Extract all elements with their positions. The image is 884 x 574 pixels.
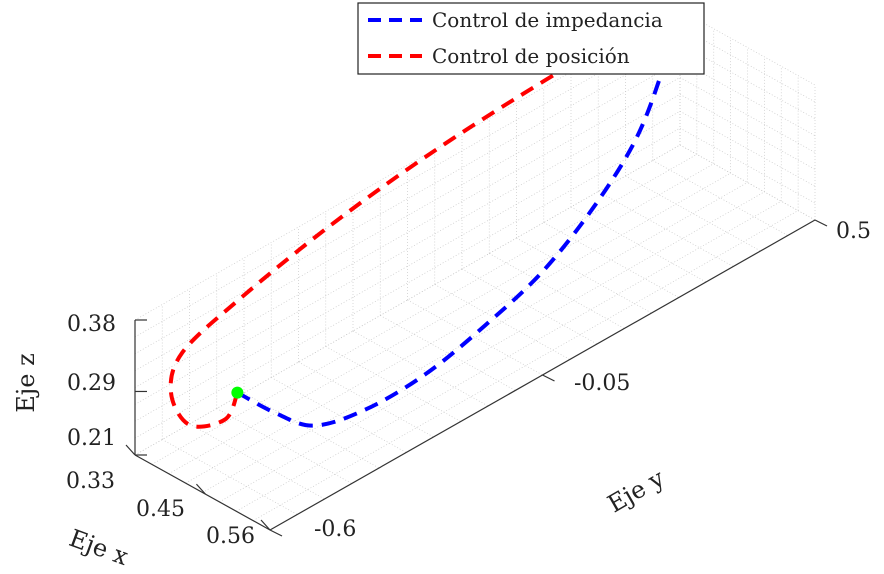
x-tick-label: 0.56 bbox=[206, 524, 255, 549]
y-tick-label: 0.5 bbox=[836, 219, 871, 244]
gridline bbox=[134, 110, 681, 422]
z-axis-label: Eje z bbox=[12, 353, 40, 412]
gridline bbox=[216, 408, 352, 484]
gridline bbox=[219, 191, 765, 503]
legend-label-impedancia: Control de impedancia bbox=[432, 8, 663, 32]
gridline bbox=[168, 163, 714, 475]
gridline bbox=[598, 191, 734, 267]
gridline bbox=[134, 144, 681, 456]
x-tick-label: 0.33 bbox=[66, 469, 115, 494]
gridline bbox=[489, 253, 625, 329]
y-tick bbox=[269, 529, 283, 537]
series-line-impedancia bbox=[236, 18, 678, 428]
x-tick bbox=[195, 483, 206, 495]
gridline bbox=[434, 284, 570, 360]
gridline bbox=[134, 77, 681, 388]
gridline bbox=[679, 127, 816, 204]
gridline bbox=[134, 94, 681, 405]
z-tick-label: 0.29 bbox=[67, 371, 116, 396]
z-tick-label: 0.38 bbox=[67, 312, 116, 337]
start-point-marker bbox=[231, 386, 244, 399]
y-axis-label: Eje y bbox=[603, 464, 670, 519]
x-axis-line bbox=[134, 454, 271, 531]
series-layer bbox=[168, 17, 678, 429]
gridline bbox=[189, 423, 325, 500]
legend-box bbox=[357, 2, 705, 75]
gridline bbox=[243, 392, 380, 469]
grid bbox=[134, 9, 816, 531]
y-tick bbox=[814, 219, 828, 227]
tick-labels: 0.38 0.29 0.21 0.33 0.45 0.56 -0.6 -0.05… bbox=[66, 219, 871, 549]
gridline bbox=[134, 127, 681, 439]
gridline bbox=[134, 26, 681, 338]
x-axis-label: Eje x bbox=[66, 524, 133, 571]
y-tick-label: -0.05 bbox=[574, 371, 630, 396]
gridline bbox=[652, 160, 788, 236]
gridline bbox=[461, 268, 598, 345]
gridline bbox=[543, 222, 679, 298]
x-tick bbox=[260, 519, 271, 531]
gridline bbox=[298, 361, 434, 438]
gridline bbox=[252, 210, 799, 521]
x-tick bbox=[125, 444, 136, 456]
y-tick-label: -0.6 bbox=[314, 517, 356, 542]
gridline bbox=[185, 172, 731, 484]
gridline bbox=[134, 43, 681, 355]
z-tick-label: 0.21 bbox=[67, 426, 116, 451]
legend: Control de impedancia Control de posició… bbox=[357, 2, 705, 75]
gridline bbox=[151, 154, 698, 465]
gridline bbox=[202, 182, 748, 493]
legend-label-posicion: Control de posición bbox=[432, 44, 630, 68]
gridline bbox=[134, 60, 681, 371]
axes bbox=[125, 219, 828, 537]
gridline bbox=[236, 200, 782, 512]
gridline bbox=[407, 299, 543, 376]
x-tick-label: 0.45 bbox=[136, 497, 185, 522]
series-line-posicion bbox=[168, 17, 677, 429]
y-tick bbox=[542, 374, 555, 382]
